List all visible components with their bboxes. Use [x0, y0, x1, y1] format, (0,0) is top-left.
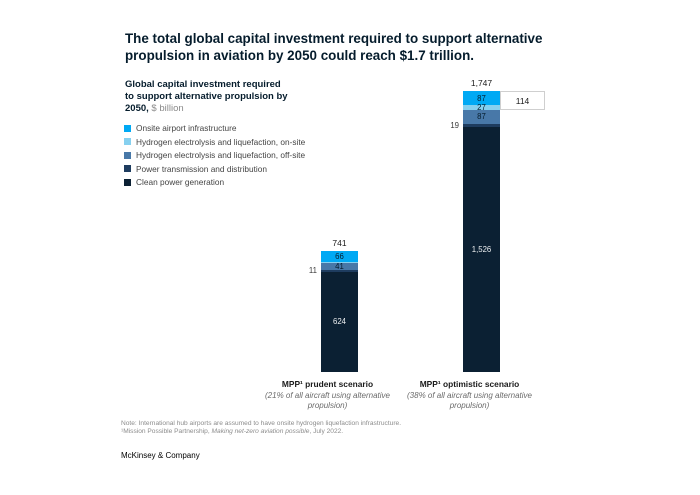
legend-swatch [124, 165, 131, 172]
segment-value-outside: 19 [450, 120, 459, 130]
footnote-note: Note: International hub airports are ass… [121, 420, 402, 427]
legend-label: Hydrogen electrolysis and liquefaction, … [136, 136, 306, 147]
bar-total-value: 1,747 [470, 78, 493, 89]
segment-value: 27 [477, 103, 486, 113]
legend-label: Onsite airport infrastructure [136, 123, 237, 133]
category-name: MPP¹ prudent scenario [281, 379, 374, 389]
chart-subtitle: Global capital investment required to su… [125, 79, 291, 115]
bar-segment [463, 91, 500, 106]
bar-segment [321, 263, 358, 270]
chart-subtitle-unit: $ billion [151, 103, 184, 114]
page-title: The total global capital investment requ… [125, 31, 543, 63]
legend-label: Clean power generation [136, 177, 225, 187]
segment-value: 41 [335, 262, 344, 272]
bar-segment [463, 109, 500, 124]
bar-segment [463, 126, 500, 372]
segment-value-outside: 11 [308, 266, 317, 276]
bar-segment [463, 123, 500, 127]
legend-item: Clean power generation [124, 178, 305, 186]
segment-value: 624 [332, 317, 346, 327]
legend-item: Hydrogen electrolysis and liquefaction, … [124, 151, 305, 159]
bar-segment [321, 251, 358, 262]
bar-total-value: 741 [332, 238, 347, 249]
legend-item: Hydrogen electrolysis and liquefaction, … [124, 136, 306, 147]
category-label: MPP¹ optimistic scenario (38% of all airc… [405, 379, 535, 410]
chart-subtitle-text: Global capital investment required to su… [125, 79, 288, 114]
footnote-source-title: Making net-zero aviation possible [211, 428, 310, 435]
footnote-source-suffix: , July 2022. [309, 428, 344, 435]
bar-segment [321, 261, 358, 264]
segment-value: 66 [335, 252, 344, 262]
bar-segment [321, 269, 358, 272]
bar-segment [321, 271, 358, 372]
segment-value: 87 [477, 93, 486, 103]
annotation-box: 114 [500, 91, 545, 110]
legend-item: Power transmission and distribution [124, 163, 305, 174]
segment-value: 87 [477, 112, 486, 122]
footnote: Note: International hub airports are ass… [121, 420, 401, 436]
legend-swatch [124, 124, 131, 132]
legend-swatch [124, 178, 131, 186]
legend-swatch [124, 151, 131, 159]
footnote-source: ¹Mission Possible Partnership, Making ne… [121, 428, 401, 436]
bar-segment [463, 105, 500, 110]
legend-label: Hydrogen electrolysis and liquefaction, … [136, 150, 306, 160]
footnote-source-prefix: ¹Mission Possible Partnership, [121, 428, 212, 435]
legend-label: Power transmission and distribution [136, 163, 267, 174]
legend-item: Onsite airport infrastructure [124, 124, 305, 132]
brand-logo: McKinsey & Company [121, 451, 200, 460]
category-label: MPP¹ prudent scenario (21% of all aircraf… [263, 379, 393, 410]
legend: Onsite airport infrastructure Hydrogen el… [124, 124, 305, 192]
segment-value: 1,526 [471, 244, 492, 254]
category-name: MPP¹ optimistic scenario [419, 379, 520, 389]
category-sublabel: (38% of all aircraft using alternative p… [407, 391, 532, 410]
category-sublabel: (21% of all aircraft using alternative p… [265, 391, 390, 410]
legend-swatch [124, 138, 131, 145]
